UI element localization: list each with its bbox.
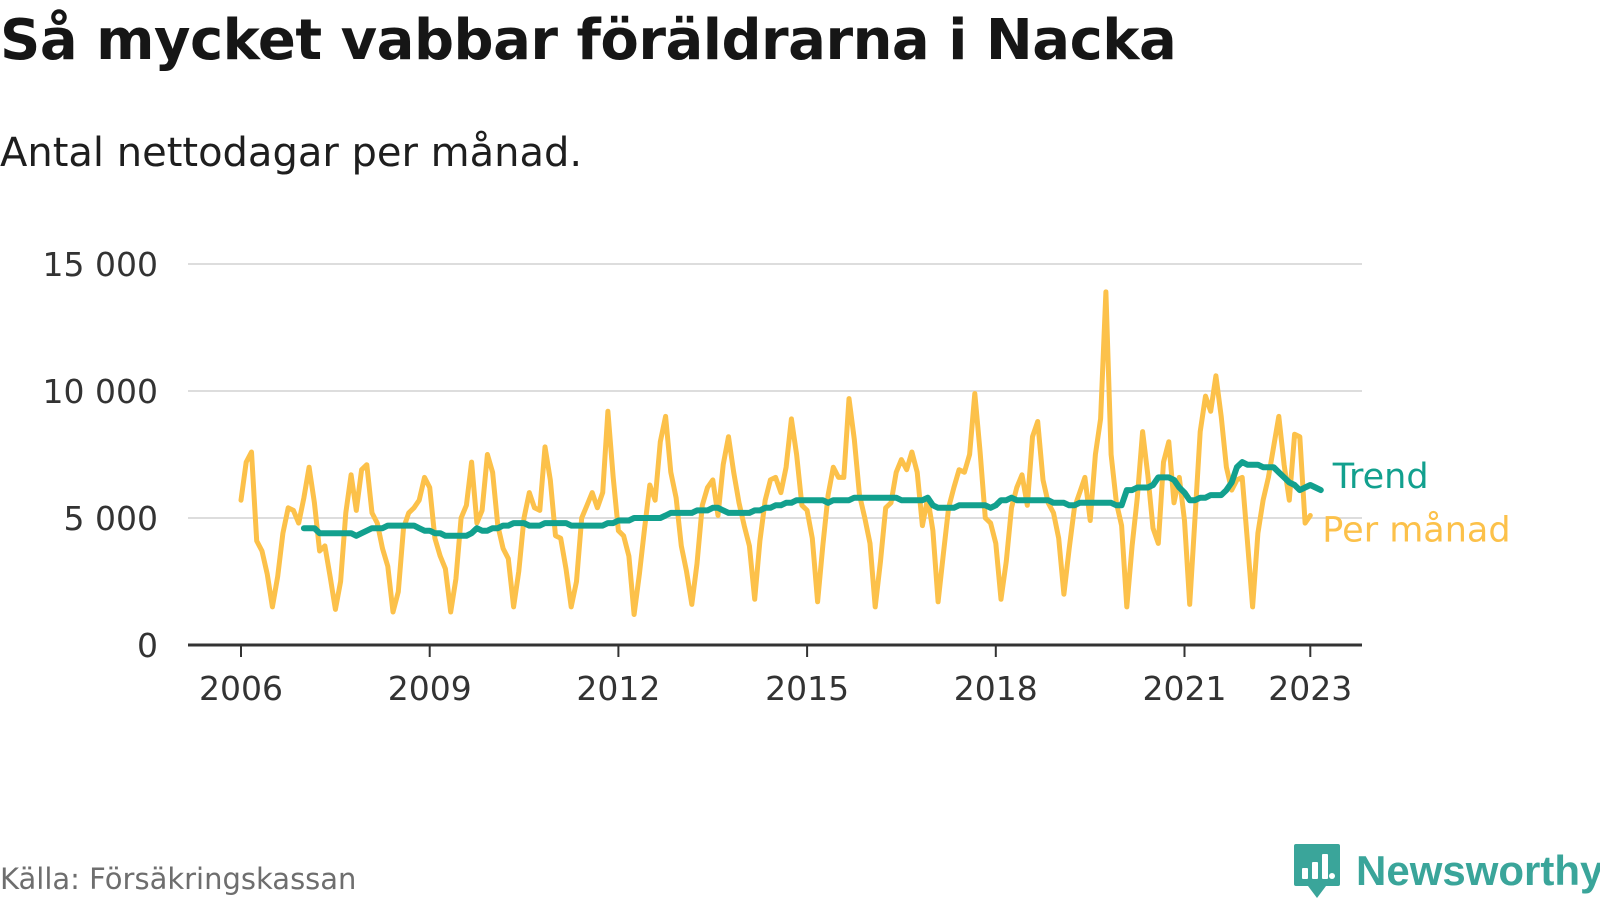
x-tick-label: 2012 <box>576 669 660 708</box>
x-tick-label: 2015 <box>765 669 849 708</box>
chart-subtitle: Antal nettodagar per månad. <box>0 130 583 176</box>
newsworthy-logo-icon <box>1294 844 1340 898</box>
series-label-monthly: Per månad <box>1322 509 1510 550</box>
series-layer <box>238 289 1324 617</box>
gridlines <box>188 263 1362 519</box>
newsworthy-brand[interactable]: Newsworthy <box>1292 842 1600 900</box>
y-tick-label: 5 000 <box>64 499 158 538</box>
x-tick-label: 2009 <box>388 669 472 708</box>
y-axis: 0 5 000 10 000 15 000 <box>43 245 158 665</box>
source-credit: Källa: Försäkringskassan <box>0 862 357 896</box>
y-tick-label: 0 <box>137 626 158 665</box>
x-tick-label: 2018 <box>954 669 1038 708</box>
brand-name: Newsworthy <box>1356 847 1600 894</box>
x-tick-label: 2006 <box>199 669 283 708</box>
y-tick-label: 15 000 <box>43 245 158 284</box>
x-axis: 2006 2009 2012 2015 2018 2021 2023 <box>188 643 1362 708</box>
y-tick-label: 10 000 <box>43 372 158 411</box>
series-line-monthly <box>238 289 1313 617</box>
chart-title: Så mycket vabbar föräldrarna i Nacka <box>0 8 1177 73</box>
x-tick-label: 2021 <box>1143 669 1227 708</box>
series-label-trend: Trend <box>1332 457 1429 497</box>
series-labels: Per månad Trend <box>1322 457 1510 550</box>
series-line-trend <box>300 459 1324 539</box>
x-tick-label: 2023 <box>1268 669 1352 708</box>
